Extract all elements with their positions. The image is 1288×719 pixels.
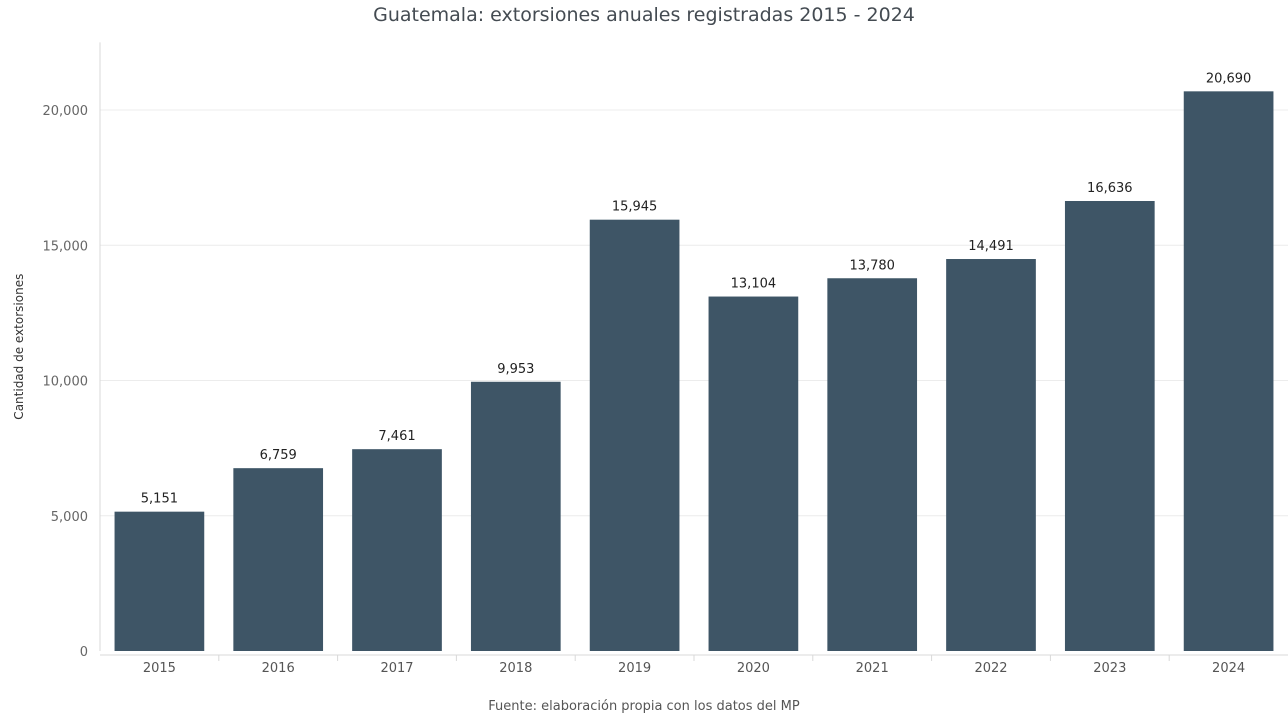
y-tick-label: 10,000 xyxy=(43,375,89,390)
x-tick-label: 2020 xyxy=(737,661,770,676)
bar xyxy=(1064,200,1155,651)
data-label: 14,491 xyxy=(968,239,1014,254)
x-tick-label: 2018 xyxy=(499,661,532,676)
bar xyxy=(114,511,205,651)
bar xyxy=(352,449,442,651)
data-label: 20,690 xyxy=(1206,71,1252,86)
y-tick-label: 5,000 xyxy=(51,510,88,525)
data-label: 9,953 xyxy=(497,362,534,377)
bar xyxy=(470,381,561,651)
chart-caption: Fuente: elaboración propia con los datos… xyxy=(488,699,800,714)
bar xyxy=(946,259,1036,651)
axes xyxy=(99,42,1288,661)
y-tick-label: 15,000 xyxy=(43,239,89,254)
bar xyxy=(827,278,918,651)
bar xyxy=(1183,91,1274,651)
x-tick-label: 2021 xyxy=(856,661,889,676)
data-label: 6,759 xyxy=(260,448,297,463)
x-tick-label: 2022 xyxy=(974,661,1007,676)
y-tick-label: 0 xyxy=(80,645,88,660)
x-tick-label: 2024 xyxy=(1212,661,1245,676)
x-tick-label: 2015 xyxy=(143,661,176,676)
bar xyxy=(589,219,680,651)
x-tick-label: 2016 xyxy=(262,661,295,676)
bar xyxy=(708,296,799,651)
data-label: 7,461 xyxy=(378,429,415,444)
bar xyxy=(233,468,324,651)
y-tick-label: 20,000 xyxy=(43,104,89,119)
x-tick-label: 2023 xyxy=(1093,661,1126,676)
x-tick-label: 2019 xyxy=(618,661,651,676)
x-tick-label: 2017 xyxy=(380,661,413,676)
data-label: 15,945 xyxy=(612,200,658,215)
data-label: 13,104 xyxy=(731,277,777,292)
y-axis-title: Cantidad de extorsiones xyxy=(12,274,26,420)
labels: 0 5,000 10,000 15,000 20,000 Cantidad de exto… xyxy=(12,71,1251,676)
data-label: 5,151 xyxy=(141,492,178,507)
bars xyxy=(114,91,1274,651)
data-label: 13,780 xyxy=(849,258,895,273)
chart-title: Guatemala: extorsiones anuales registrad… xyxy=(373,4,915,26)
data-label: 16,636 xyxy=(1087,181,1133,196)
